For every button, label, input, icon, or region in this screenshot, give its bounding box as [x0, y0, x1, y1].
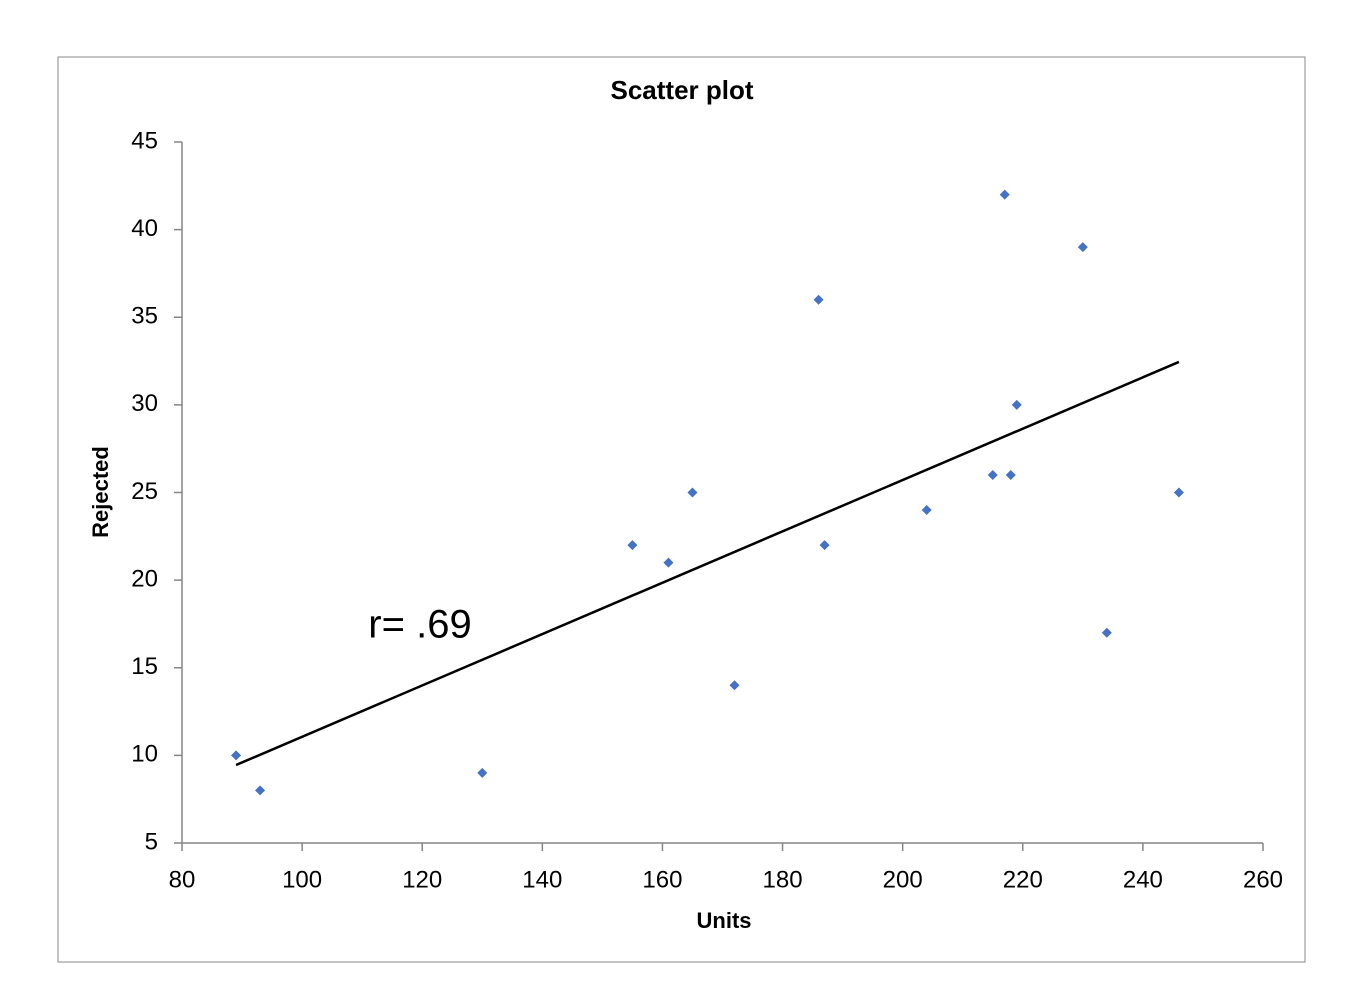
point: [1101, 627, 1112, 638]
x-tick-label: 180: [763, 866, 803, 893]
point: [1005, 469, 1016, 480]
point: [687, 487, 698, 498]
point: [1173, 487, 1184, 498]
chart-frame: [57, 56, 1306, 963]
y-tick-label: 45: [131, 127, 158, 154]
y-tick-label: 40: [131, 215, 158, 242]
point: [987, 469, 998, 480]
point: [627, 540, 638, 551]
x-tick-label: 100: [282, 866, 322, 893]
y-tick-label: 10: [131, 741, 158, 768]
y-tick-label: 30: [131, 390, 158, 417]
x-tick-label: 140: [522, 866, 562, 893]
x-tick-label: 260: [1243, 866, 1283, 893]
point: [1011, 399, 1022, 410]
x-tick-label: 220: [1003, 866, 1043, 893]
point: [1077, 242, 1088, 253]
x-axis-label: Units: [697, 908, 752, 933]
x-tick-label: 80: [169, 866, 196, 893]
trendline: [235, 360, 1180, 767]
x-tick-label: 200: [883, 866, 923, 893]
point: [813, 294, 824, 305]
point: [255, 785, 266, 796]
chart-title: Scatter plot: [610, 75, 753, 105]
y-tick-label: 35: [131, 303, 158, 330]
x-tick-label: 240: [1123, 866, 1163, 893]
point: [477, 767, 488, 778]
annotation: r= .69: [368, 603, 471, 647]
y-tick-label: 25: [131, 478, 158, 505]
point: [999, 189, 1010, 200]
x-tick-label: 120: [402, 866, 442, 893]
x-tick-label: 160: [642, 866, 682, 893]
point: [921, 505, 932, 516]
point: [819, 540, 830, 551]
y-tick-label: 5: [145, 828, 158, 855]
y-tick-label: 20: [131, 565, 158, 592]
point: [729, 680, 740, 691]
point: [663, 557, 674, 568]
y-tick-label: 15: [131, 653, 158, 680]
point: [231, 750, 242, 761]
y-axis-label: Rejected: [88, 446, 113, 538]
